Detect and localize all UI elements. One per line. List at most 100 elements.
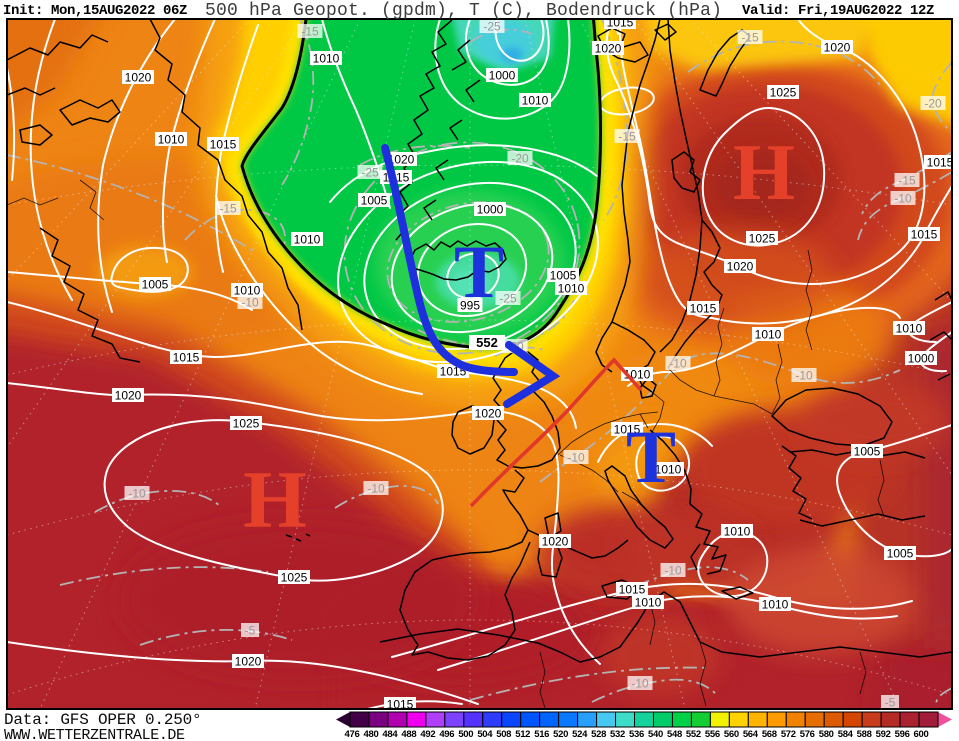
svg-text:500: 500 [458,729,473,740]
svg-text:1010: 1010 [762,598,789,612]
svg-text:1010: 1010 [522,94,549,108]
svg-text:560: 560 [724,729,739,740]
svg-text:1010: 1010 [294,233,321,247]
svg-text:1010: 1010 [635,596,662,610]
svg-text:576: 576 [800,729,815,740]
svg-text:524: 524 [572,729,588,740]
svg-text:-10: -10 [631,677,649,691]
svg-text:496: 496 [439,729,454,740]
svg-text:1020: 1020 [595,42,622,56]
svg-text:568: 568 [762,729,777,740]
svg-text:Init: Mon,15AUG2022 06Z: Init: Mon,15AUG2022 06Z [3,3,187,19]
svg-text:1025: 1025 [749,232,776,246]
svg-text:T: T [454,231,504,314]
svg-text:1015: 1015 [927,156,954,170]
svg-text:1005: 1005 [887,547,914,561]
svg-text:1025: 1025 [770,86,797,100]
svg-text:1015: 1015 [619,583,646,597]
svg-text:492: 492 [420,729,435,740]
svg-text:580: 580 [819,729,834,740]
svg-text:508: 508 [496,729,511,740]
svg-text:1010: 1010 [558,282,585,296]
svg-text:-25: -25 [361,166,379,180]
svg-text:-15: -15 [898,174,916,188]
svg-text:T: T [626,416,676,499]
svg-text:584: 584 [838,729,854,740]
svg-text:1015: 1015 [911,228,938,242]
svg-text:-20: -20 [924,97,942,111]
svg-text:552: 552 [476,335,498,350]
svg-text:-10: -10 [367,482,385,496]
svg-text:540: 540 [648,729,663,740]
svg-text:588: 588 [857,729,872,740]
svg-text:1025: 1025 [281,571,308,585]
svg-text:564: 564 [743,729,759,740]
svg-text:H: H [243,454,307,545]
svg-text:1020: 1020 [824,41,851,55]
svg-text:1010: 1010 [655,463,682,477]
svg-text:556: 556 [705,729,720,740]
svg-text:1005: 1005 [142,278,169,292]
svg-text:-20: -20 [511,152,529,166]
svg-text:Valid: Fri,19AUG2022 12Z: Valid: Fri,19AUG2022 12Z [742,3,934,19]
svg-text:596: 596 [895,729,910,740]
svg-text:528: 528 [591,729,606,740]
svg-text:476: 476 [345,729,360,740]
svg-text:504: 504 [477,729,493,740]
svg-text:516: 516 [534,729,549,740]
svg-text:1010: 1010 [158,133,185,147]
svg-text:-10: -10 [669,357,687,371]
svg-text:532: 532 [610,729,625,740]
svg-text:-25: -25 [499,292,517,306]
svg-text:H: H [733,129,795,217]
svg-text:592: 592 [876,729,891,740]
svg-text:-5: -5 [245,624,256,638]
svg-text:1010: 1010 [896,322,923,336]
svg-text:1020: 1020 [125,71,152,85]
svg-text:-15: -15 [741,31,759,45]
svg-text:1015: 1015 [173,351,200,365]
svg-text:1005: 1005 [854,445,881,459]
svg-text:1000: 1000 [489,69,516,83]
svg-text:1020: 1020 [727,260,754,274]
svg-text:552: 552 [686,729,701,740]
svg-text:600: 600 [914,729,929,740]
svg-text:480: 480 [364,729,379,740]
svg-text:1010: 1010 [313,52,340,66]
svg-text:WWW.WETTERZENTRALE.DE: WWW.WETTERZENTRALE.DE [4,727,185,741]
svg-text:1000: 1000 [908,352,935,366]
svg-text:520: 520 [553,729,568,740]
svg-text:-15: -15 [618,130,636,144]
svg-text:548: 548 [667,729,682,740]
svg-text:995: 995 [460,299,480,313]
svg-text:-10: -10 [664,564,682,578]
svg-text:-5: -5 [885,696,896,710]
svg-text:1010: 1010 [724,525,751,539]
svg-text:-10: -10 [241,296,259,310]
svg-text:Data: GFS OPER 0.250°: Data: GFS OPER 0.250° [4,711,201,729]
svg-text:1005: 1005 [550,269,577,283]
svg-text:1020: 1020 [542,535,569,549]
svg-text:1010: 1010 [755,328,782,342]
svg-text:1015: 1015 [614,423,641,437]
svg-text:-10: -10 [567,451,585,465]
svg-text:572: 572 [781,729,796,740]
svg-text:-15: -15 [219,202,237,216]
svg-text:1015: 1015 [210,138,237,152]
svg-text:1010: 1010 [234,284,261,298]
svg-text:-15: -15 [301,25,319,39]
svg-text:-25: -25 [483,20,501,34]
svg-text:512: 512 [515,729,530,740]
svg-text:1000: 1000 [477,203,504,217]
svg-text:-10: -10 [128,487,146,501]
svg-text:1020: 1020 [475,407,502,421]
svg-text:536: 536 [629,729,644,740]
svg-text:1020: 1020 [388,153,415,167]
svg-text:1020: 1020 [115,389,142,403]
svg-text:1015: 1015 [690,302,717,316]
svg-text:1025: 1025 [233,417,260,431]
svg-text:500 hPa Geopot. (gpdm), T (C),: 500 hPa Geopot. (gpdm), T (C), Bodendruc… [205,1,722,21]
svg-text:1020: 1020 [235,655,262,669]
svg-text:1005: 1005 [361,194,388,208]
svg-text:484: 484 [382,729,398,740]
